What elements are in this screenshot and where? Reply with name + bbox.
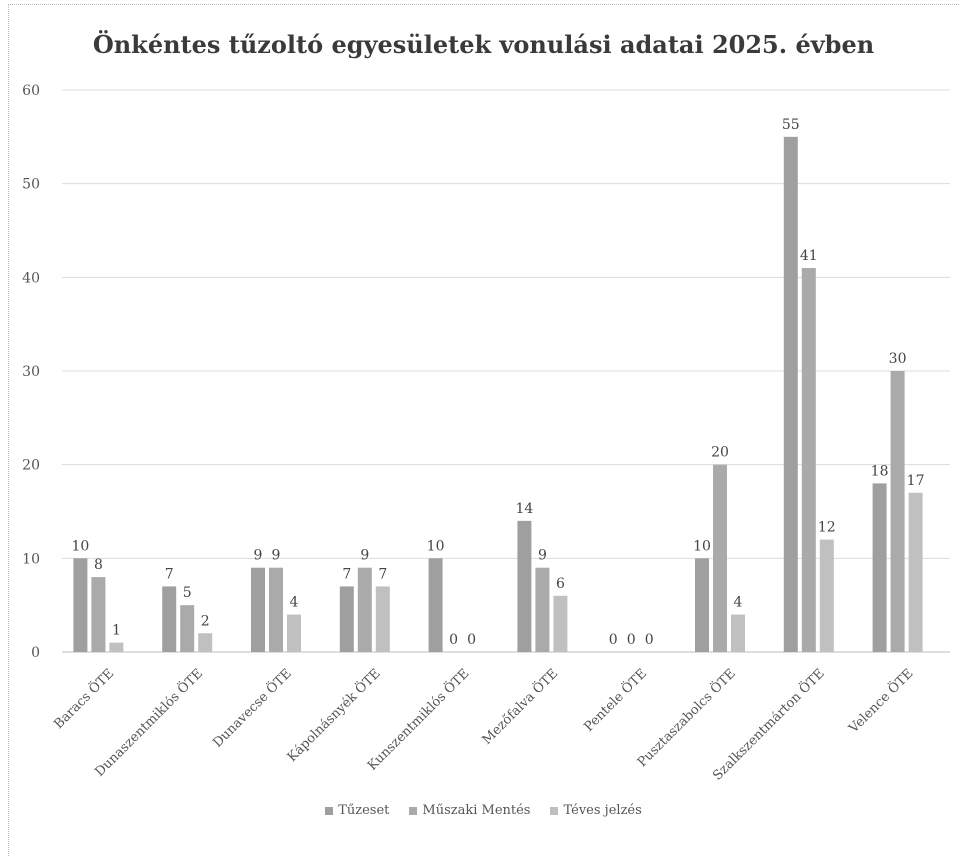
bar bbox=[375, 586, 390, 652]
data-label: 5 bbox=[183, 585, 192, 601]
bar bbox=[180, 605, 195, 652]
x-tick-label: Pusztaszabolcs ÖTE bbox=[633, 665, 738, 770]
bar bbox=[109, 642, 124, 652]
data-label: 2 bbox=[201, 613, 210, 629]
data-label: 7 bbox=[378, 566, 387, 582]
data-label: 4 bbox=[290, 595, 299, 611]
data-label: 7 bbox=[165, 566, 174, 582]
data-label: 9 bbox=[272, 548, 281, 564]
chart-title: Önkéntes tűzoltó egyesületek vonulási ad… bbox=[92, 30, 875, 59]
y-tick-label: 0 bbox=[31, 645, 40, 661]
legend-label: Tűzeset bbox=[338, 803, 390, 818]
data-label: 0 bbox=[645, 632, 654, 648]
bar bbox=[872, 483, 887, 652]
data-label: 20 bbox=[711, 445, 729, 461]
y-tick-label: 30 bbox=[22, 364, 40, 380]
bar bbox=[251, 567, 265, 652]
legend-swatch bbox=[325, 806, 334, 815]
legend-label: Téves jelzés bbox=[563, 803, 642, 818]
data-label: 0 bbox=[609, 632, 618, 648]
data-label: 12 bbox=[818, 520, 836, 536]
bar bbox=[162, 586, 177, 652]
bar bbox=[553, 595, 568, 652]
legend-swatch bbox=[409, 806, 418, 815]
x-tick-label: Velence ÖTE bbox=[844, 665, 916, 737]
bar bbox=[269, 567, 283, 652]
y-tick-label: 60 bbox=[22, 83, 40, 99]
legend-item: Téves jelzés bbox=[550, 803, 642, 818]
data-label: 41 bbox=[800, 248, 818, 264]
data-label: 6 bbox=[556, 576, 565, 592]
bar bbox=[908, 492, 923, 652]
data-label: 17 bbox=[907, 473, 925, 489]
data-label: 9 bbox=[254, 548, 263, 564]
bar bbox=[713, 464, 727, 652]
data-label: 0 bbox=[449, 632, 458, 648]
data-label: 0 bbox=[627, 632, 636, 648]
gridlines bbox=[62, 89, 950, 653]
x-tick-label: Kunszentmiklós ÖTE bbox=[364, 665, 473, 774]
bar bbox=[91, 577, 106, 652]
bar bbox=[731, 614, 745, 652]
legend-swatch bbox=[550, 806, 559, 815]
bar bbox=[517, 520, 532, 652]
bars bbox=[73, 136, 923, 653]
bar bbox=[339, 586, 354, 652]
data-label: 10 bbox=[71, 538, 89, 554]
data-label: 1 bbox=[112, 623, 121, 639]
x-tick-label: Pentele ÖTE bbox=[580, 665, 650, 735]
y-tick-label: 20 bbox=[22, 458, 40, 474]
y-tick-label: 40 bbox=[22, 270, 40, 286]
x-tick-label: Dunavecse ÖTE bbox=[209, 665, 295, 751]
bar bbox=[357, 567, 372, 652]
bar bbox=[198, 633, 213, 652]
y-tick-label: 50 bbox=[22, 177, 40, 193]
legend-item: Műszaki Mentés bbox=[409, 803, 530, 818]
data-label: 10 bbox=[427, 538, 445, 554]
bar bbox=[695, 558, 709, 652]
legend-item: Tűzeset bbox=[325, 803, 389, 818]
data-label: 0 bbox=[467, 632, 476, 648]
x-tick-label: Kápolnásnyék ÖTE bbox=[283, 665, 383, 765]
data-label: 10 bbox=[693, 538, 711, 554]
legend-label: Műszaki Mentés bbox=[422, 803, 531, 818]
bar bbox=[819, 539, 834, 652]
legend: Tűzeset Műszaki Mentés Téves jelzés bbox=[0, 803, 967, 818]
data-label: 30 bbox=[889, 351, 907, 367]
bar bbox=[801, 267, 816, 652]
bar bbox=[287, 614, 301, 652]
data-label: 14 bbox=[515, 501, 533, 517]
y-axis-ticks: 0 10 20 30 40 50 60 bbox=[22, 83, 40, 661]
bar bbox=[535, 567, 550, 652]
data-label: 18 bbox=[871, 463, 889, 479]
bar bbox=[783, 136, 798, 653]
y-tick-label: 10 bbox=[22, 551, 40, 567]
bar bbox=[428, 558, 443, 652]
data-label: 9 bbox=[538, 548, 547, 564]
data-label: 55 bbox=[782, 117, 800, 133]
bar bbox=[890, 371, 905, 652]
data-label: 4 bbox=[734, 595, 743, 611]
chart-frame bbox=[8, 4, 959, 856]
data-label: 9 bbox=[360, 548, 369, 564]
data-label: 7 bbox=[342, 566, 351, 582]
bar bbox=[73, 558, 88, 652]
x-tick-label: Baracs ÖTE bbox=[50, 665, 117, 732]
x-tick-label: Mezőfalva ÖTE bbox=[478, 665, 561, 748]
data-label: 8 bbox=[94, 557, 103, 573]
